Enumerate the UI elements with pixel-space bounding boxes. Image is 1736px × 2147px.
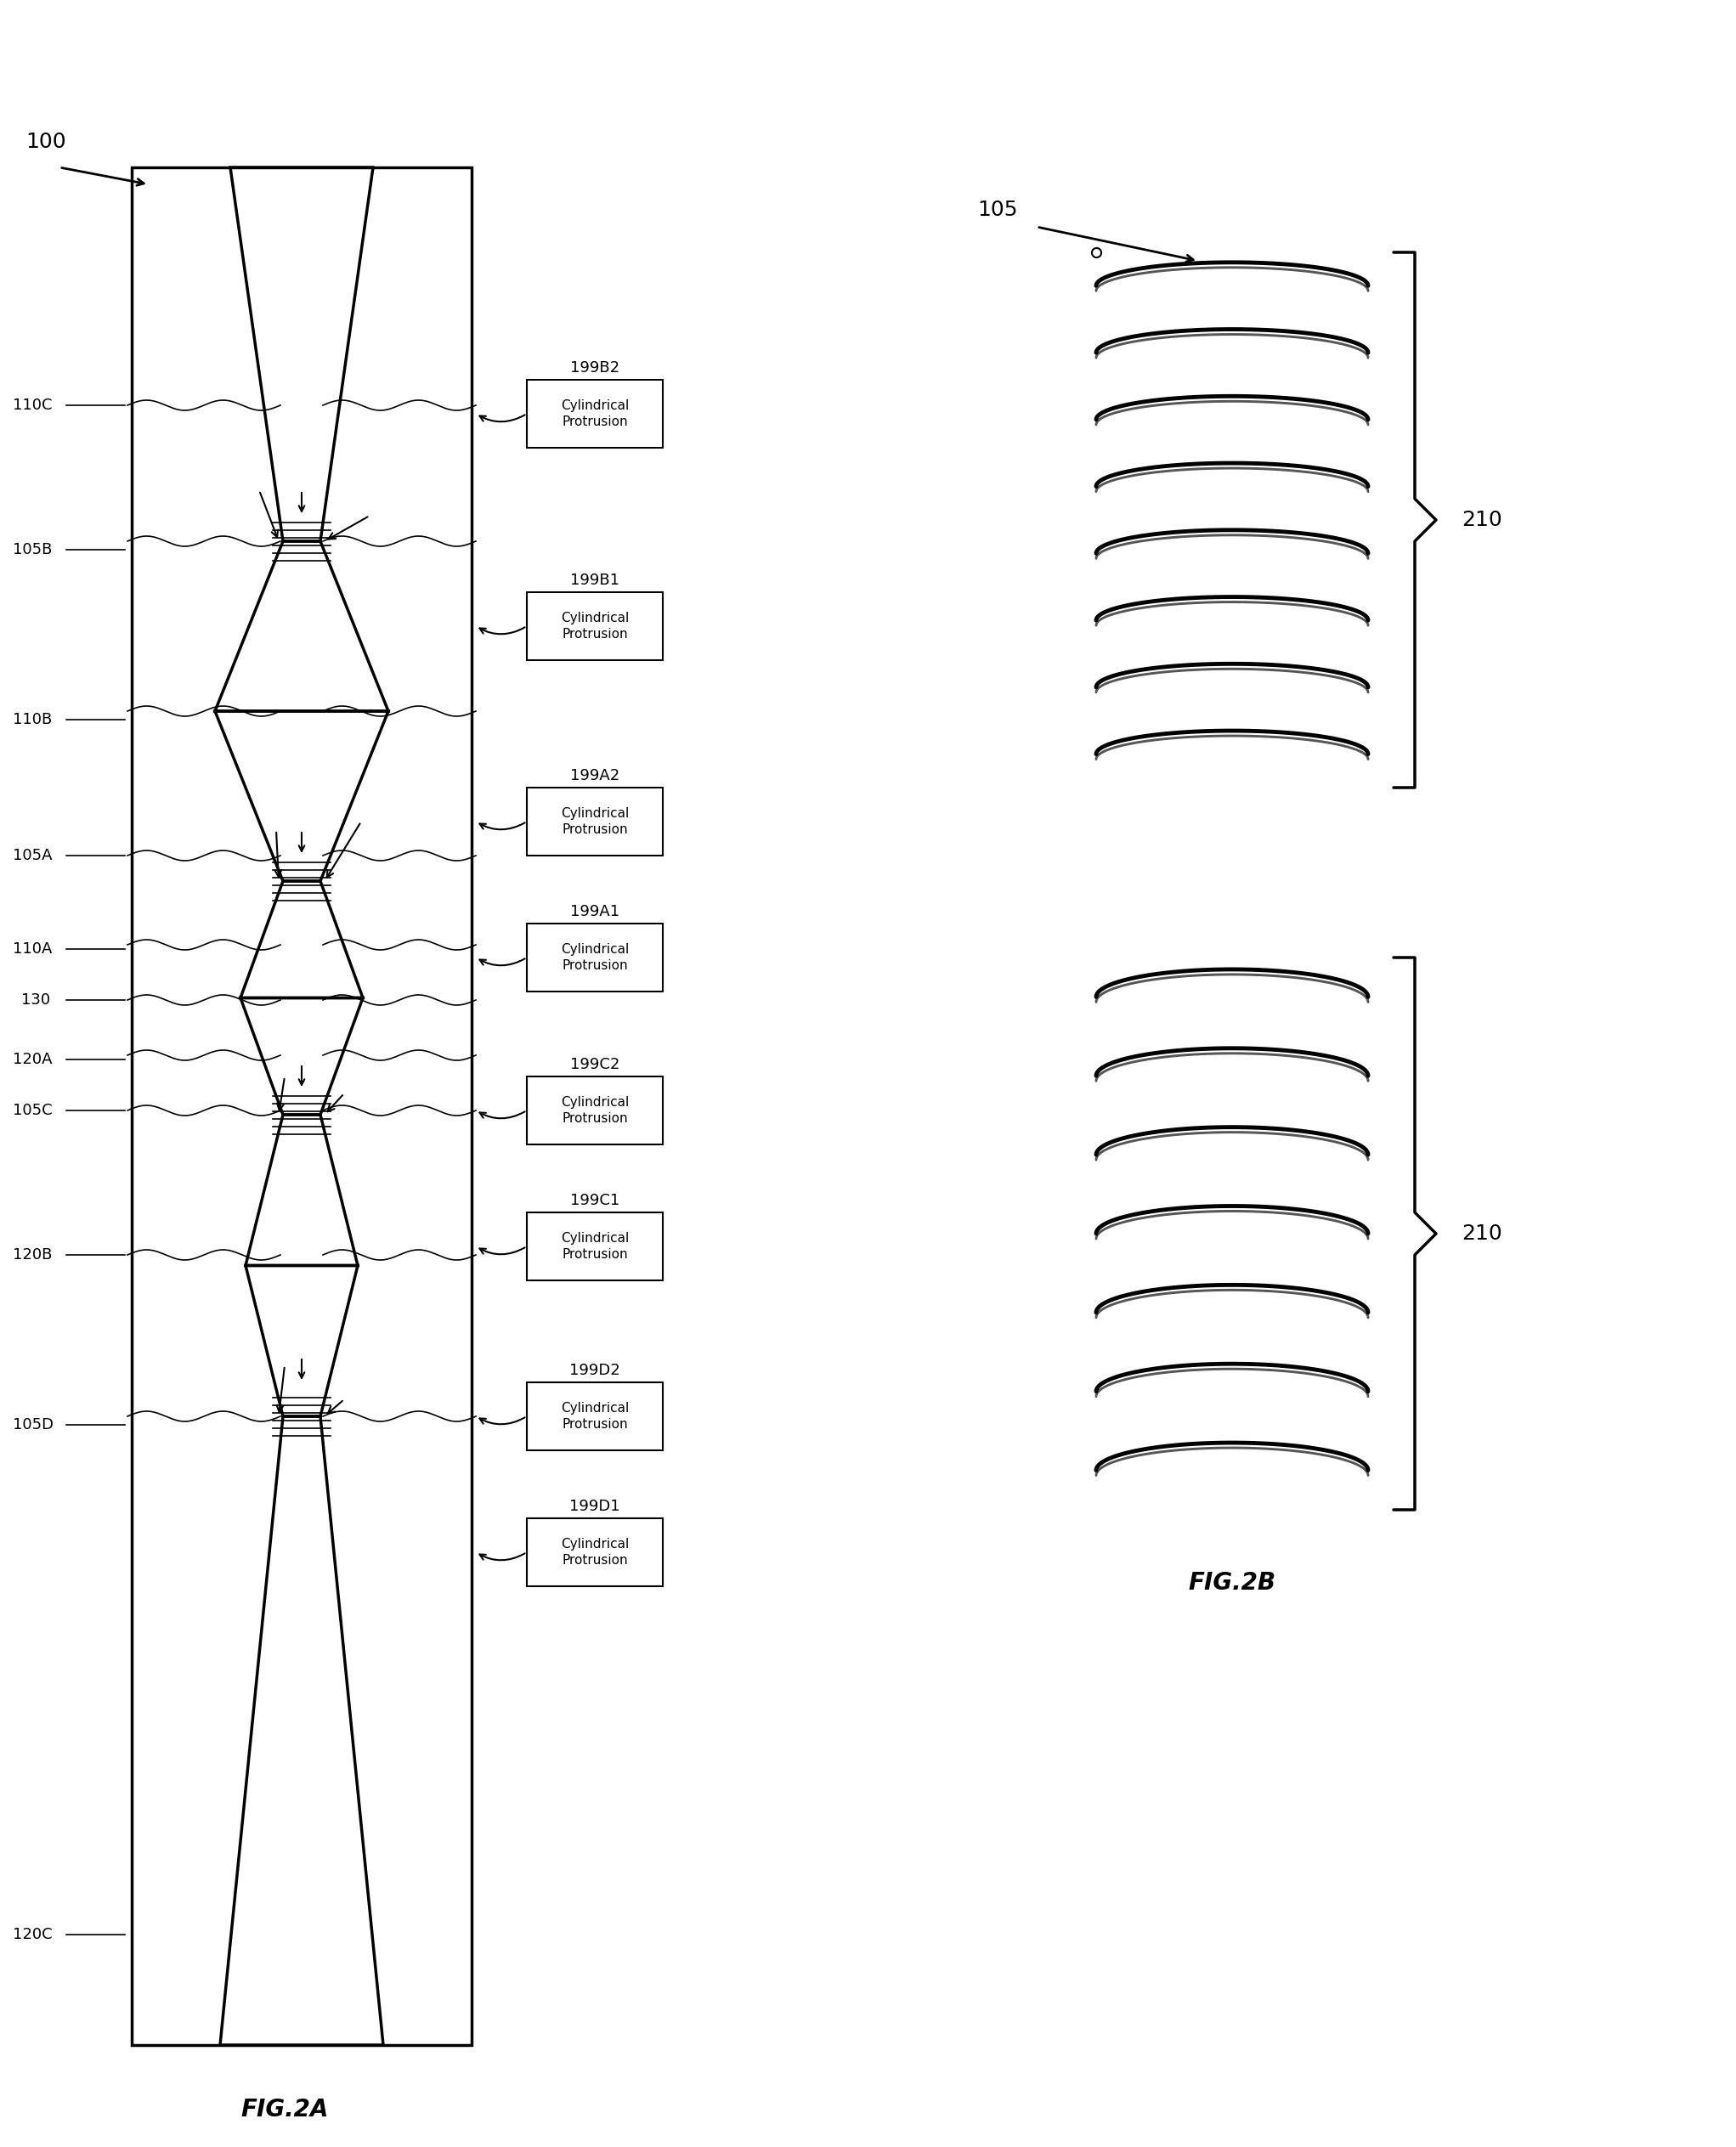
Text: 105C: 105C xyxy=(12,1104,52,1119)
Text: 199B2: 199B2 xyxy=(569,361,620,376)
Text: Cylindrical
Protrusion: Cylindrical Protrusion xyxy=(561,1402,628,1430)
Text: Cylindrical
Protrusion: Cylindrical Protrusion xyxy=(561,1232,628,1260)
Text: 210: 210 xyxy=(1462,1224,1502,1243)
Text: 110C: 110C xyxy=(12,397,52,412)
Text: Cylindrical
Protrusion: Cylindrical Protrusion xyxy=(561,1537,628,1567)
Text: Cylindrical
Protrusion: Cylindrical Protrusion xyxy=(561,1097,628,1125)
Text: 199A2: 199A2 xyxy=(569,769,620,784)
Text: 110A: 110A xyxy=(12,940,52,958)
Text: 120A: 120A xyxy=(12,1052,52,1067)
Text: Cylindrical
Protrusion: Cylindrical Protrusion xyxy=(561,399,628,427)
Text: Cylindrical
Protrusion: Cylindrical Protrusion xyxy=(561,612,628,640)
Text: 100: 100 xyxy=(26,131,66,152)
Text: 110B: 110B xyxy=(12,713,52,728)
Text: 120B: 120B xyxy=(12,1247,52,1262)
Text: FIG.2B: FIG.2B xyxy=(1189,1572,1276,1595)
Text: 199B1: 199B1 xyxy=(569,573,620,588)
Text: 105D: 105D xyxy=(12,1417,54,1432)
Text: 210: 210 xyxy=(1462,509,1502,530)
Text: 199A1: 199A1 xyxy=(569,904,620,919)
Text: 130: 130 xyxy=(21,992,50,1007)
Text: Cylindrical
Protrusion: Cylindrical Protrusion xyxy=(561,943,628,973)
Text: 199C1: 199C1 xyxy=(569,1194,620,1209)
Text: FIG.2A: FIG.2A xyxy=(241,2098,328,2121)
Text: 105B: 105B xyxy=(12,541,52,558)
Text: 199D1: 199D1 xyxy=(569,1499,620,1514)
Text: Cylindrical
Protrusion: Cylindrical Protrusion xyxy=(561,807,628,835)
Text: 120C: 120C xyxy=(12,1928,52,1943)
Text: 105A: 105A xyxy=(12,848,52,863)
Text: 199C2: 199C2 xyxy=(569,1056,620,1071)
Text: 105: 105 xyxy=(977,200,1017,219)
Text: 199D2: 199D2 xyxy=(569,1363,620,1378)
